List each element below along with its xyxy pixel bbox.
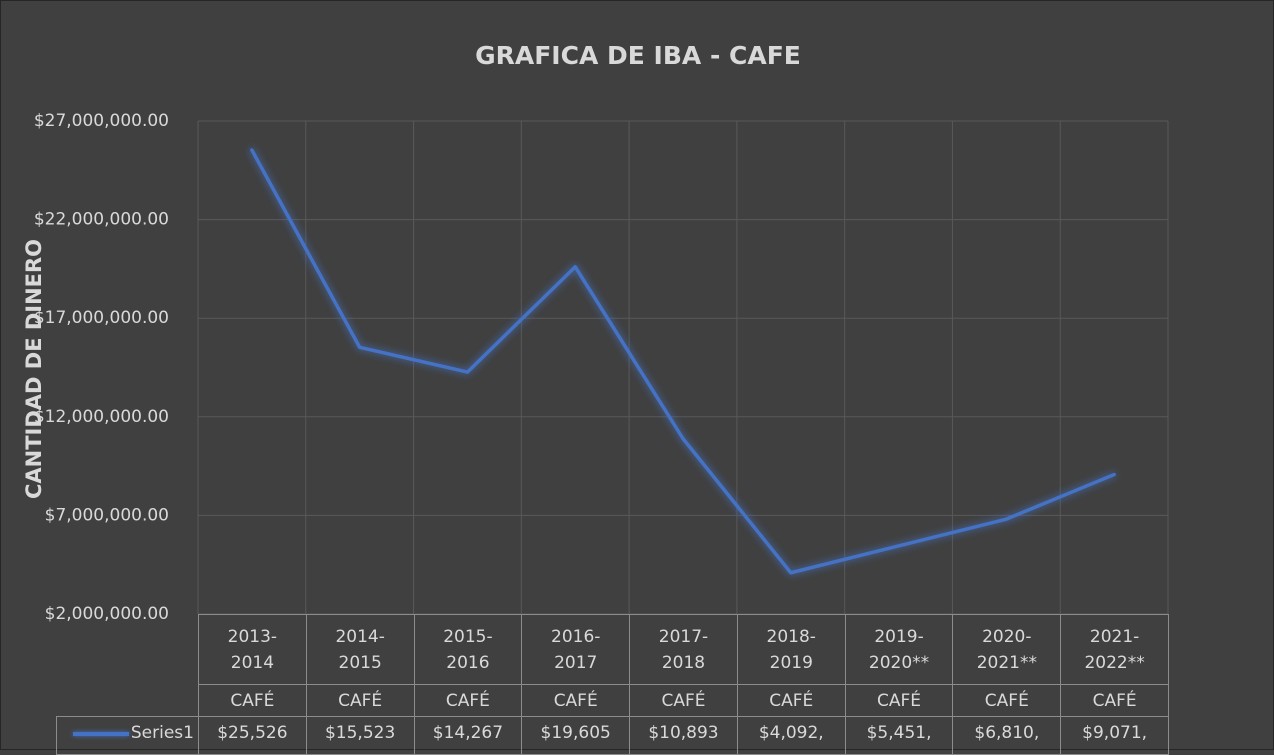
data-table-value: $4,092,: [736, 716, 846, 755]
subcategory-label: CAFÉ: [198, 684, 307, 717]
subcategory-label: CAFÉ: [521, 684, 631, 717]
subcategory-label: CAFÉ: [629, 684, 738, 717]
category-label: 2016-2017: [521, 614, 631, 685]
data-table-value: $14,267: [413, 716, 523, 755]
legend-label: Series1: [130, 723, 194, 743]
subcategory-label: CAFÉ: [736, 684, 846, 717]
data-table-value: $5,451,: [844, 716, 954, 755]
category-label: 2018-2019: [736, 614, 846, 685]
y-axis-label: CANTIDAD DE DINERO: [22, 239, 46, 499]
y-tick-label: $2,000,000.00: [45, 604, 169, 624]
category-label: 2013-2014: [198, 614, 307, 685]
data-table-value: $25,526: [198, 716, 307, 755]
data-table-value: $9,071,: [1060, 716, 1169, 755]
data-table-value: $19,605: [521, 716, 631, 755]
category-label: 2014-2015: [305, 614, 415, 685]
subcategory-label: CAFÉ: [305, 684, 415, 717]
category-label: 2017-2018: [629, 614, 738, 685]
category-label: 2019-2020**: [844, 614, 954, 685]
y-tick-label: $27,000,000.00: [34, 111, 169, 131]
data-table-value: $10,893: [629, 716, 738, 755]
y-tick-label: $7,000,000.00: [45, 505, 169, 525]
category-label: 2020-2021**: [952, 614, 1062, 685]
subcategory-label: CAFÉ: [1060, 684, 1169, 717]
subcategory-label: CAFÉ: [844, 684, 954, 717]
legend-cell: Series1: [56, 716, 199, 755]
data-table-value: $6,810,: [952, 716, 1062, 755]
category-label: 2015-2016: [413, 614, 523, 685]
series-line: [250, 148, 1116, 575]
y-tick-label: $22,000,000.00: [34, 210, 169, 230]
y-tick-label: $12,000,000.00: [34, 407, 169, 427]
category-label: 2021-2022**: [1060, 614, 1169, 685]
chart-title: GRAFICA DE IBA - CAFE: [475, 41, 801, 70]
y-tick-label: $17,000,000.00: [34, 308, 169, 328]
subcategory-label: CAFÉ: [952, 684, 1062, 717]
legend-key: [72, 732, 129, 736]
subcategory-label: CAFÉ: [413, 684, 523, 717]
data-table-value: $15,523: [305, 716, 415, 755]
